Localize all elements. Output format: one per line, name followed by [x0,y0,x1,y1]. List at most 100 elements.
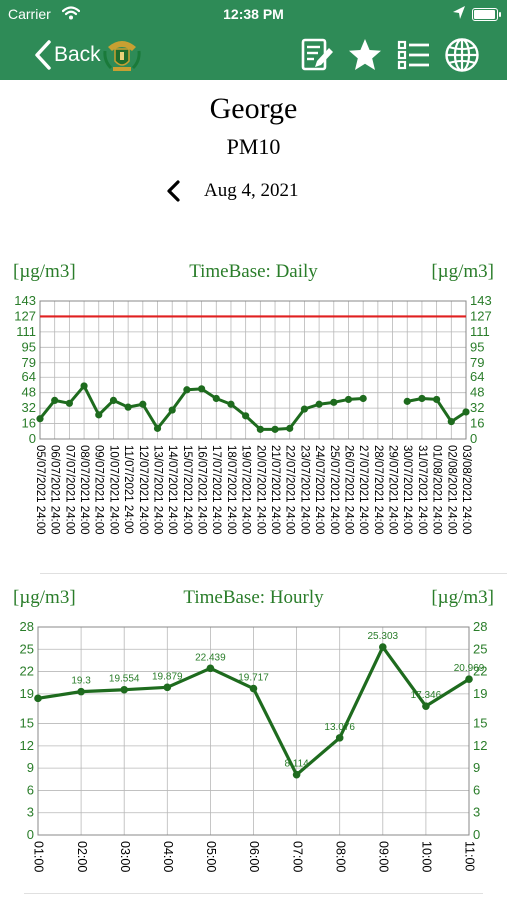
x-tick-label: 09:00 [377,841,391,872]
x-tick-label: 20/07/2021 24:00 [254,445,266,535]
data-point [109,396,118,404]
y-tick-label-right: 19 [473,686,487,701]
hourly-unit-right: [µg/m3] [431,587,494,608]
y-tick-label-left: 22 [20,664,34,679]
x-tick-label: 23/07/2021 24:00 [298,445,310,535]
data-point [256,425,264,433]
y-tick-label-right: 127 [470,308,492,323]
x-tick-label: 26/07/2021 24:00 [342,445,354,535]
plot-frame [37,626,470,836]
x-tick-label: 17/07/2021 24:00 [210,445,222,535]
data-point [271,425,279,433]
data-point [433,395,441,404]
data-point [51,396,59,404]
data-label: 22.439 [195,652,226,663]
data-point [249,684,258,693]
data-point [139,400,147,408]
data-point [197,385,206,393]
data-label: 19.554 [109,674,140,685]
y-tick-label-left: 127 [14,308,36,323]
edit-report-icon[interactable] [298,37,334,73]
y-tick-label-right: 6 [473,782,480,797]
x-tick-label: 31/07/2021 24:00 [416,445,428,535]
navigation-bar: Back [0,30,507,80]
clock-time: 12:38 PM [223,6,284,22]
y-tick-label-left: 79 [22,355,36,370]
previous-date-button[interactable] [164,178,184,204]
x-tick-label: 15/07/2021 24:00 [181,445,193,535]
favorite-star-icon[interactable] [347,37,383,73]
x-tick-label: 02:00 [75,841,89,872]
hourly-chart-plot: 0 0 3 3 6 6 9 9 12 12 15 15 19 19 22 22 25 25 28 28 01:00 02:… [20,619,488,872]
data-point [462,408,470,416]
data-point [168,406,176,414]
data-label: 19.717 [238,673,269,684]
data-point [65,399,73,407]
x-tick-label: 30/07/2021 24:00 [401,445,413,535]
x-tick-label: 07/07/2021 24:00 [63,445,75,535]
data-label: 19.879 [152,671,183,682]
x-tick-label: 22/07/2021 24:00 [284,445,296,535]
y-tick-label-right: 0 [473,827,480,842]
y-tick-label-left: 32 [22,400,36,415]
list-icon[interactable] [396,37,432,73]
carrier-label: Carrier [8,6,51,22]
data-point [344,395,353,404]
y-tick-label-right: 64 [470,369,484,384]
data-point [212,394,220,403]
pollutant-name: PM10 [226,134,281,159]
data-point [77,687,85,696]
data-point [418,394,426,403]
y-tick-label-right: 15 [473,716,487,731]
data-point [315,400,323,408]
y-tick-label-left: 48 [22,385,36,400]
data-point [242,412,250,420]
y-tick-label-right: 16 [470,416,484,431]
data-point [359,394,367,403]
x-tick-label: 07:00 [290,841,304,872]
y-tick-label-right: 48 [470,385,484,400]
y-tick-label-right: 0 [470,431,477,446]
hourly-chart: [µg/m3] TimeBase: Hourly [µg/m3] 0 0 3 3 6 6 9… [0,585,507,885]
x-tick-label: 10/07/2021 24:00 [107,445,119,535]
x-tick-label: 16/07/2021 24:00 [196,445,208,535]
y-tick-label-left: 6 [27,782,34,797]
data-point [422,702,430,710]
data-label: 17.346 [411,690,442,701]
x-tick-label: 28/07/2021 24:00 [372,445,384,535]
x-tick-label: 06/07/2021 24:00 [49,445,61,535]
daily-timebase-label: TimeBase: Daily [189,261,318,282]
y-tick-label-left: 0 [27,827,34,842]
x-tick-label: 01/08/2021 24:00 [431,445,443,535]
y-tick-label-left: 3 [27,805,34,820]
globe-icon[interactable] [444,37,480,73]
back-button[interactable]: Back [34,38,101,72]
coat-of-arms-logo [103,41,141,71]
chart-divider [40,573,507,574]
y-tick-label-right: 12 [473,738,487,753]
x-tick-label: 11/07/2021 24:00 [122,445,134,534]
data-point [227,400,235,408]
y-tick-label-left: 111 [16,324,36,339]
wifi-icon [62,6,80,20]
y-tick-label-left: 19 [20,686,34,701]
chevron-left-icon [35,40,51,70]
y-tick-label-left: 15 [20,716,34,731]
x-tick-label: 12/07/2021 24:00 [137,445,149,535]
y-tick-label-left: 12 [20,738,34,753]
y-tick-label-left: 9 [27,760,34,775]
y-tick-label-left: 95 [22,339,36,354]
x-tick-label: 21/07/2021 24:00 [269,445,281,535]
bottom-divider [24,893,483,894]
data-label: 19.3 [71,676,91,687]
x-tick-label: 29/07/2021 24:00 [387,445,399,535]
x-tick-label: 11:00 [463,841,477,871]
y-tick-label-right: 32 [470,400,484,415]
y-tick-label-left: 28 [20,619,34,634]
y-tick-label-left: 64 [22,369,36,384]
data-point [447,418,455,426]
x-tick-label: 10:00 [420,841,434,872]
y-tick-label-left: 143 [14,293,36,308]
x-tick-label: 08/07/2021 24:00 [78,445,90,535]
data-point [120,685,128,694]
